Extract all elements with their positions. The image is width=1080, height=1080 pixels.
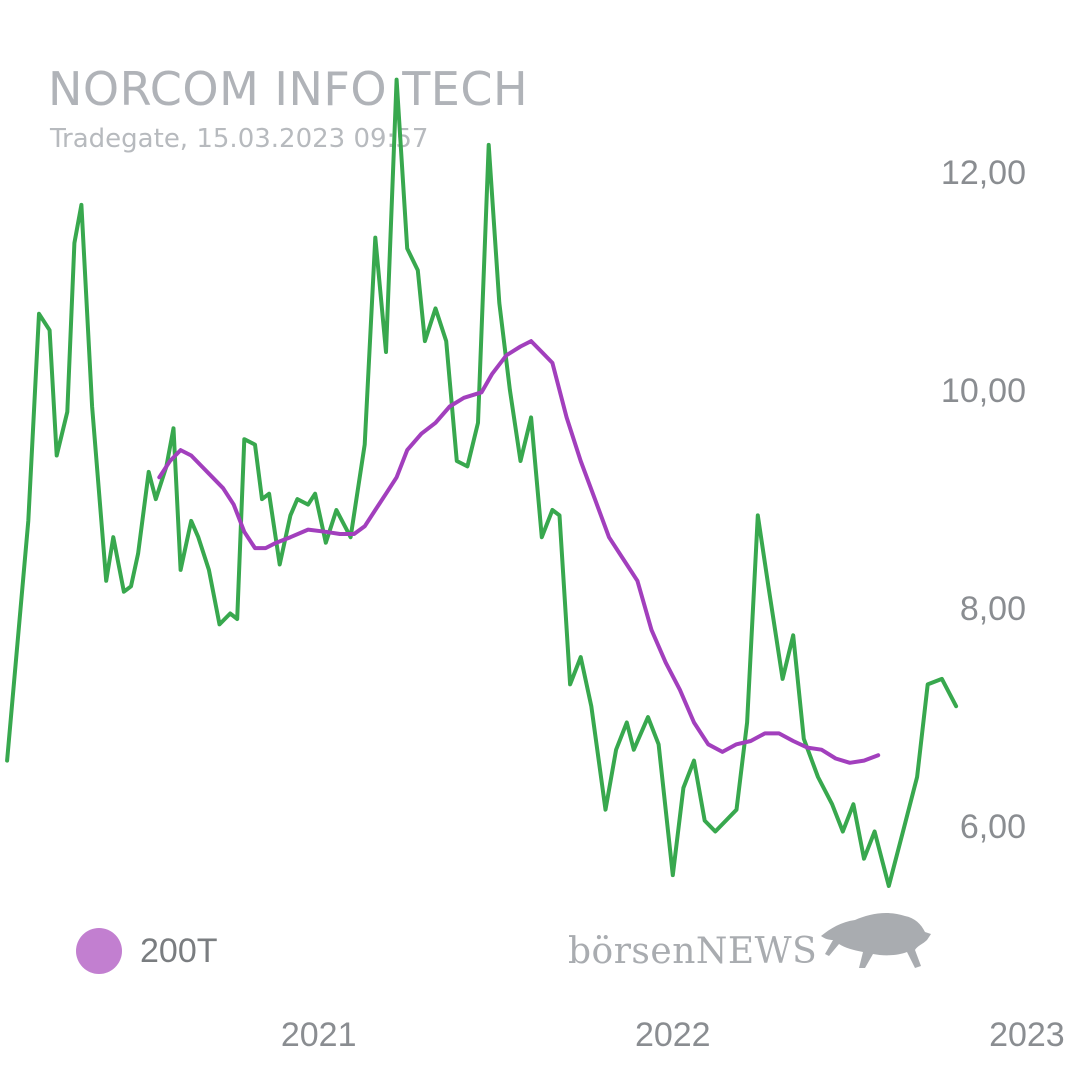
y-tick-label: 6,00 [960, 808, 1026, 846]
y-axis-ticks: 6,00 8,00 10,00 12,00 [941, 154, 1026, 846]
price-series-line [5, 77, 959, 888]
bull-icon [821, 913, 932, 968]
y-tick-label: 12,00 [941, 154, 1026, 192]
series-layer [5, 77, 959, 888]
watermark-text: börsenNEWS [568, 931, 818, 972]
chart-subtitle: Tradegate, 15.03.2023 09:57 [50, 124, 429, 154]
y-tick-label: 10,00 [941, 372, 1026, 410]
x-tick-label: 2021 [281, 1016, 357, 1054]
x-axis-ticks: 2021 2022 2023 [281, 1016, 1065, 1054]
chart-title: NORCOM INFO TECH [48, 62, 529, 116]
watermark: börsenNEWS [568, 906, 935, 972]
legend-marker [76, 928, 122, 974]
legend: 200T [76, 928, 218, 974]
moving-average-200t-line [157, 339, 881, 765]
x-tick-label: 2023 [989, 1016, 1065, 1054]
x-tick-label: 2022 [635, 1016, 711, 1054]
legend-label-200t: 200T [140, 931, 218, 970]
y-tick-label: 8,00 [960, 590, 1026, 628]
